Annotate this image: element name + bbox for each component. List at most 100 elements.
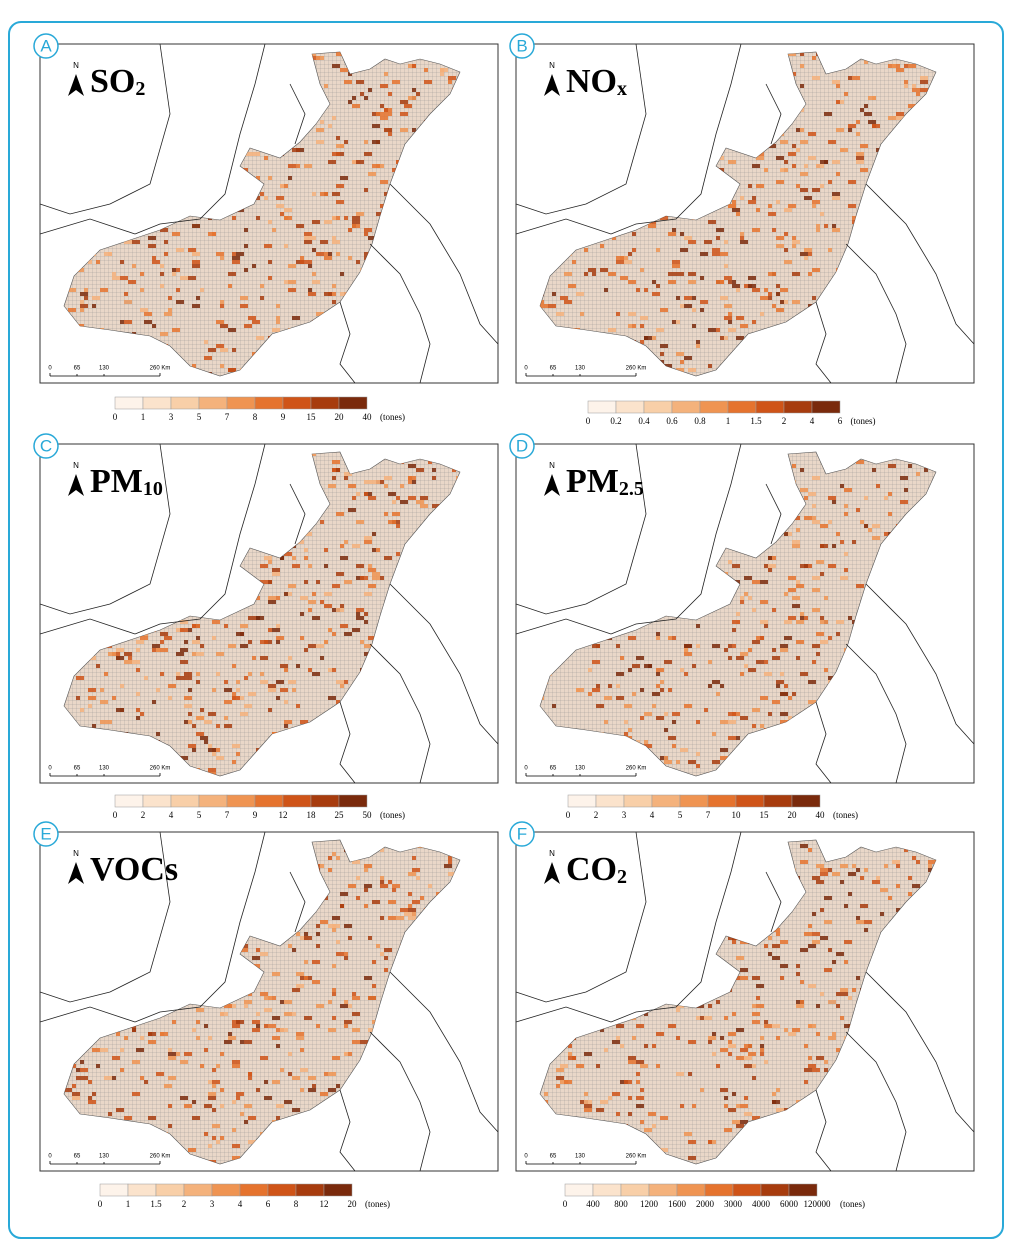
emission-cell bbox=[336, 608, 344, 612]
emission-cell bbox=[808, 848, 812, 852]
emission-cell bbox=[688, 1072, 692, 1076]
emission-cell bbox=[108, 252, 112, 256]
emission-cell bbox=[812, 588, 820, 592]
boundary bbox=[815, 301, 832, 384]
emission-cell bbox=[300, 260, 308, 264]
emission-cell bbox=[188, 688, 192, 692]
emission-cell bbox=[544, 1092, 548, 1096]
emission-cell bbox=[332, 192, 340, 196]
emission-cell bbox=[416, 500, 424, 504]
emission-cell bbox=[728, 312, 732, 316]
emission-cell bbox=[332, 1056, 340, 1060]
emission-cell bbox=[672, 260, 680, 264]
north-arrow bbox=[544, 862, 560, 884]
emission-cell bbox=[728, 560, 732, 564]
emission-cell bbox=[248, 1140, 256, 1144]
emission-cell bbox=[656, 284, 660, 288]
emission-cell bbox=[344, 952, 348, 956]
emission-cell bbox=[600, 1100, 608, 1104]
emission-cell bbox=[752, 976, 760, 980]
emission-cell bbox=[752, 724, 756, 728]
emission-cell bbox=[284, 208, 292, 212]
emission-cell bbox=[364, 888, 368, 892]
emission-cell bbox=[364, 228, 372, 232]
emission-cell bbox=[684, 296, 692, 300]
emission-cell bbox=[296, 972, 304, 976]
emission-cell bbox=[660, 1116, 668, 1120]
emission-cell bbox=[736, 1104, 740, 1108]
emission-cell bbox=[748, 648, 752, 652]
emission-cell bbox=[312, 672, 320, 676]
emission-cell bbox=[812, 912, 816, 916]
emission-cell bbox=[792, 604, 800, 608]
emission-cell bbox=[288, 656, 292, 660]
emission-cell bbox=[628, 252, 632, 256]
emission-cell bbox=[324, 292, 332, 296]
emission-cell bbox=[356, 520, 364, 524]
emission-cell bbox=[272, 1036, 280, 1040]
emission-cell bbox=[344, 924, 352, 928]
emission-cell bbox=[708, 660, 712, 664]
boundary bbox=[610, 43, 742, 235]
emission-cell bbox=[392, 888, 396, 892]
emission-cell bbox=[828, 520, 832, 524]
emission-cell bbox=[680, 748, 688, 752]
emission-cell bbox=[260, 296, 264, 300]
emission-cell bbox=[128, 656, 132, 660]
emission-cell bbox=[792, 1028, 800, 1032]
legend-label: 2 bbox=[182, 1199, 187, 1209]
emission-cell bbox=[192, 304, 200, 308]
emission-cell bbox=[788, 576, 796, 580]
boundary bbox=[515, 43, 647, 215]
emission-cell bbox=[324, 220, 332, 224]
scale-label: 260 Km bbox=[626, 1154, 647, 1160]
emission-cell bbox=[672, 228, 676, 232]
emission-cell bbox=[856, 916, 860, 920]
emission-cell bbox=[144, 320, 152, 324]
boundary bbox=[389, 583, 499, 745]
emission-cell bbox=[780, 692, 788, 696]
emission-cell bbox=[264, 156, 268, 160]
emission-cell bbox=[840, 880, 844, 884]
north-label: N bbox=[549, 849, 555, 858]
emission-cell bbox=[688, 1040, 696, 1044]
emission-cell bbox=[364, 976, 372, 980]
emission-cell bbox=[780, 140, 788, 144]
emission-cell bbox=[812, 204, 816, 208]
emission-cell bbox=[232, 1060, 240, 1064]
emission-cell bbox=[620, 1044, 624, 1048]
emission-cell bbox=[676, 368, 684, 372]
emission-cell bbox=[328, 1000, 332, 1004]
emission-cell bbox=[720, 756, 728, 760]
emission-cell bbox=[328, 1072, 336, 1076]
emission-cell bbox=[860, 904, 868, 908]
emission-cell bbox=[428, 460, 432, 464]
emission-cell bbox=[800, 1000, 804, 1004]
emission-cell bbox=[800, 64, 804, 68]
emission-cell bbox=[852, 540, 856, 544]
emission-cell bbox=[908, 464, 912, 468]
emission-cell bbox=[832, 1032, 836, 1036]
emission-cell bbox=[816, 560, 824, 564]
emission-cell bbox=[664, 728, 668, 732]
emission-cell bbox=[800, 844, 808, 848]
emission-region bbox=[63, 839, 461, 1165]
emission-cell bbox=[316, 580, 320, 584]
emission-cell bbox=[160, 648, 168, 652]
emission-cell bbox=[912, 88, 920, 92]
emission-cell bbox=[200, 736, 208, 740]
emission-cell bbox=[856, 152, 864, 156]
emission-cell bbox=[232, 744, 240, 748]
emission-cell bbox=[196, 1008, 204, 1012]
emission-cell bbox=[856, 920, 864, 924]
emission-cell bbox=[740, 716, 748, 720]
emission-cell bbox=[104, 720, 112, 724]
emission-cell bbox=[828, 496, 836, 500]
emission-cell bbox=[168, 1056, 176, 1060]
emission-cell bbox=[308, 452, 316, 456]
emission-cell bbox=[80, 308, 84, 312]
legend-label: 40 bbox=[363, 412, 373, 422]
emission-cell bbox=[832, 500, 836, 504]
emission-cell bbox=[224, 1040, 232, 1044]
emission-cell bbox=[656, 328, 664, 332]
